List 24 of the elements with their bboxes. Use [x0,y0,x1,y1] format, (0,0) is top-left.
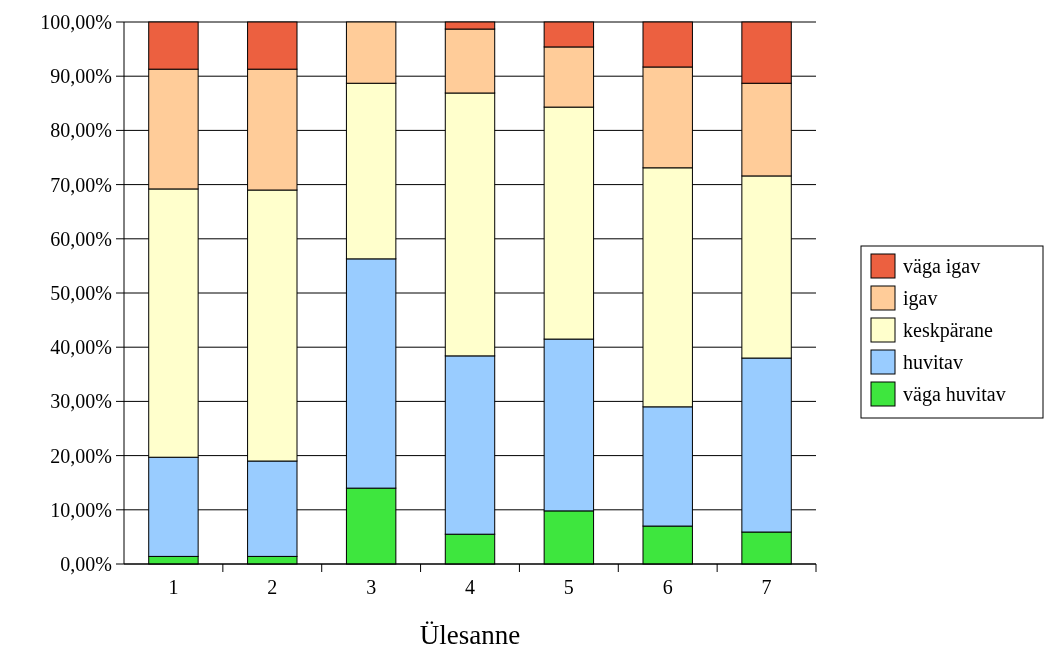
y-tick-label: 90,00% [50,65,112,88]
x-tick-label: 3 [366,576,377,598]
x-tick-label: 7 [761,576,772,598]
y-tick-label: 70,00% [50,173,112,196]
x-tick-label: 4 [465,576,475,598]
legend-label: igav [903,287,938,310]
x-tick-label: 1 [168,576,179,598]
y-tick-label: 30,00% [50,390,112,413]
legend-label: väga huvitav [903,383,1006,406]
y-tick-label: 100,00% [40,11,112,33]
y-tick-label: 20,00% [50,444,112,467]
x-axis-title: Ülesanne [419,620,521,650]
y-tick-label: 0,00% [60,553,112,575]
y-tick-label: 80,00% [50,119,112,142]
y-tick-label: 50,00% [50,282,112,304]
legend-label: väga igav [903,255,981,278]
x-tick-label: 2 [267,576,278,598]
legend-label: huvitav [903,351,963,373]
y-tick-label: 60,00% [50,227,112,250]
legend-label: keskpärane [903,319,994,342]
x-tick-label: 5 [563,576,574,598]
x-tick-label: 6 [662,576,673,598]
y-tick-label: 10,00% [50,498,112,521]
y-tick-label: 40,00% [50,336,112,359]
